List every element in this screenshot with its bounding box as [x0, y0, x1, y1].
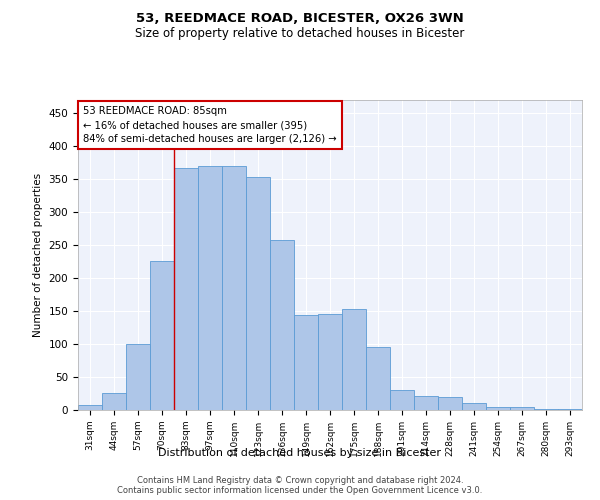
Bar: [462, 402, 486, 410]
Bar: [414, 396, 438, 410]
Text: Distribution of detached houses by size in Bicester: Distribution of detached houses by size …: [158, 448, 442, 458]
Bar: [222, 166, 246, 410]
Bar: [174, 168, 198, 410]
Bar: [486, 408, 510, 410]
Text: 53 REEDMACE ROAD: 85sqm
← 16% of detached houses are smaller (395)
84% of semi-d: 53 REEDMACE ROAD: 85sqm ← 16% of detache…: [83, 106, 337, 144]
Text: Contains HM Land Registry data © Crown copyright and database right 2024.
Contai: Contains HM Land Registry data © Crown c…: [118, 476, 482, 495]
Bar: [198, 166, 222, 410]
Text: Size of property relative to detached houses in Bicester: Size of property relative to detached ho…: [136, 28, 464, 40]
Bar: [342, 309, 366, 410]
Bar: [126, 344, 150, 410]
Bar: [102, 393, 126, 410]
Bar: [366, 348, 390, 410]
Bar: [78, 404, 102, 410]
Text: 53, REEDMACE ROAD, BICESTER, OX26 3WN: 53, REEDMACE ROAD, BICESTER, OX26 3WN: [136, 12, 464, 26]
Bar: [270, 240, 294, 410]
Bar: [510, 408, 534, 410]
Bar: [246, 176, 270, 410]
Bar: [390, 390, 414, 410]
Bar: [438, 397, 462, 410]
Bar: [294, 315, 318, 410]
Bar: [318, 314, 342, 410]
Y-axis label: Number of detached properties: Number of detached properties: [33, 173, 43, 337]
Bar: [150, 261, 174, 410]
